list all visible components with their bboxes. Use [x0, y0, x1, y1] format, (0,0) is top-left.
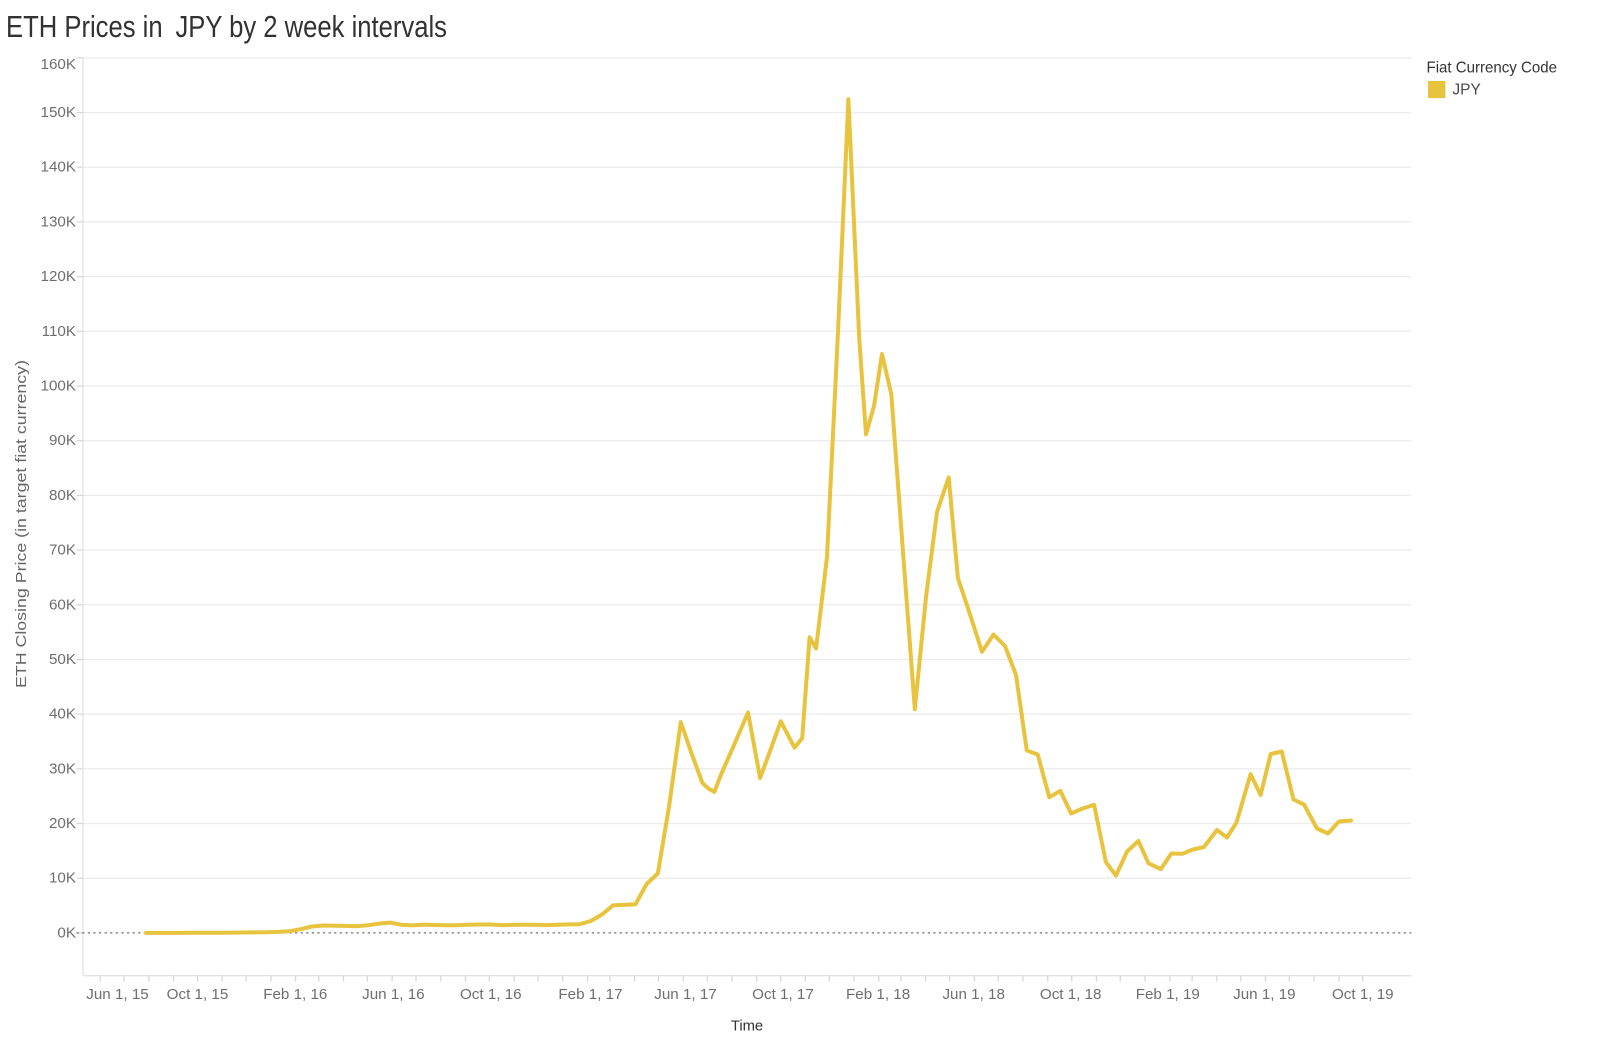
- svg-text:150K: 150K: [41, 104, 76, 121]
- svg-text:20K: 20K: [49, 815, 76, 832]
- svg-text:Oct 1, 18: Oct 1, 18: [1040, 986, 1102, 1003]
- svg-text:40K: 40K: [49, 706, 76, 723]
- svg-text:Feb 1, 19: Feb 1, 19: [1136, 986, 1200, 1003]
- svg-text:100K: 100K: [41, 378, 76, 395]
- svg-text:Feb 1, 18: Feb 1, 18: [846, 986, 910, 1003]
- svg-text:Time: Time: [731, 1019, 763, 1035]
- svg-text:120K: 120K: [41, 268, 76, 285]
- svg-text:80K: 80K: [49, 487, 76, 504]
- svg-text:Feb 1, 16: Feb 1, 16: [263, 986, 327, 1003]
- svg-text:Oct 1, 15: Oct 1, 15: [167, 986, 229, 1003]
- svg-text:70K: 70K: [49, 542, 76, 559]
- svg-text:Jun 1, 16: Jun 1, 16: [362, 986, 425, 1003]
- svg-text:140K: 140K: [41, 159, 76, 176]
- svg-text:Oct 1, 19: Oct 1, 19: [1332, 986, 1394, 1003]
- svg-text:ETH Closing Price (in target f: ETH Closing Price (in target fiat curren…: [13, 360, 30, 688]
- svg-text:ETH Prices in JPY by 2 week in: ETH Prices in JPY by 2 week intervals: [6, 10, 447, 44]
- svg-text:90K: 90K: [49, 432, 76, 449]
- svg-text:Oct 1, 17: Oct 1, 17: [752, 986, 814, 1003]
- svg-text:50K: 50K: [49, 651, 76, 668]
- svg-text:Oct 1, 16: Oct 1, 16: [460, 986, 522, 1003]
- svg-text:160K: 160K: [41, 56, 76, 73]
- svg-text:0K: 0K: [57, 924, 76, 941]
- svg-text:110K: 110K: [42, 323, 76, 340]
- svg-text:10K: 10K: [49, 870, 76, 887]
- svg-text:Jun 1, 19: Jun 1, 19: [1233, 986, 1296, 1003]
- svg-text:130K: 130K: [41, 213, 76, 230]
- svg-text:Jun 1, 17: Jun 1, 17: [654, 986, 717, 1003]
- svg-text:Jun 1, 18: Jun 1, 18: [942, 986, 1005, 1003]
- svg-text:Feb 1, 17: Feb 1, 17: [558, 986, 622, 1003]
- svg-text:Jun 1, 15: Jun 1, 15: [86, 986, 149, 1003]
- svg-text:30K: 30K: [49, 760, 76, 777]
- svg-text:JPY: JPY: [1452, 81, 1480, 98]
- svg-text:60K: 60K: [49, 596, 76, 613]
- svg-text:Fiat Currency Code: Fiat Currency Code: [1427, 60, 1558, 77]
